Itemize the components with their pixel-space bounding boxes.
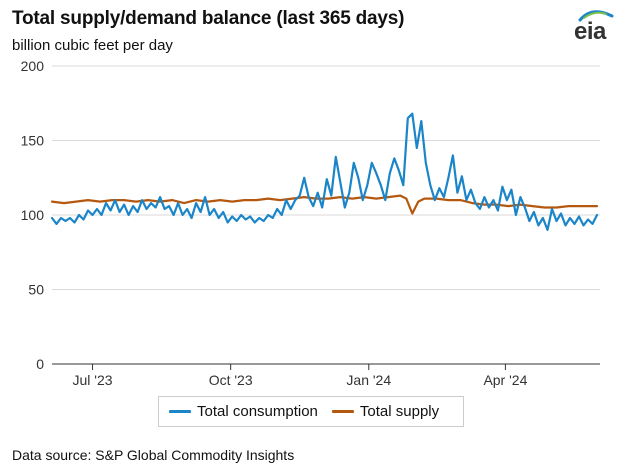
logo-swoosh-icon: [578, 10, 614, 22]
chart-legend: Total consumption Total supply: [158, 396, 464, 427]
y-tick-label-50: 50: [28, 282, 44, 298]
legend-item-consumption: Total consumption: [169, 403, 318, 420]
y-tick-label-150: 150: [21, 133, 45, 149]
x-tick-label-2: Jan '24: [346, 372, 391, 388]
x-tick-label-1: Oct '23: [209, 372, 253, 388]
y-tick-label-0: 0: [36, 356, 44, 372]
data-source-note: Data source: S&P Global Commodity Insigh…: [12, 447, 295, 463]
legend-swatch-supply: [331, 410, 354, 413]
x-tick-label-3: Apr '24: [483, 372, 527, 388]
logo-text: eia: [574, 18, 606, 45]
legend-item-supply: Total supply: [331, 403, 440, 420]
legend-label-supply: Total supply: [359, 403, 440, 420]
chart-title: Total supply/demand balance (last 365 da…: [12, 8, 405, 29]
chart-subtitle: billion cubic feet per day: [12, 37, 173, 54]
y-tick-label-200: 200: [21, 58, 45, 74]
series-line-consumption: [50, 112, 599, 231]
legend-swatch-consumption: [169, 410, 191, 413]
eia-logo: eia: [568, 8, 618, 46]
legend-label-consumption: Total consumption: [197, 403, 318, 420]
series-line-supply: [50, 194, 599, 215]
y-tick-label-100: 100: [21, 207, 45, 223]
x-tick-label-0: Jul '23: [73, 372, 113, 388]
